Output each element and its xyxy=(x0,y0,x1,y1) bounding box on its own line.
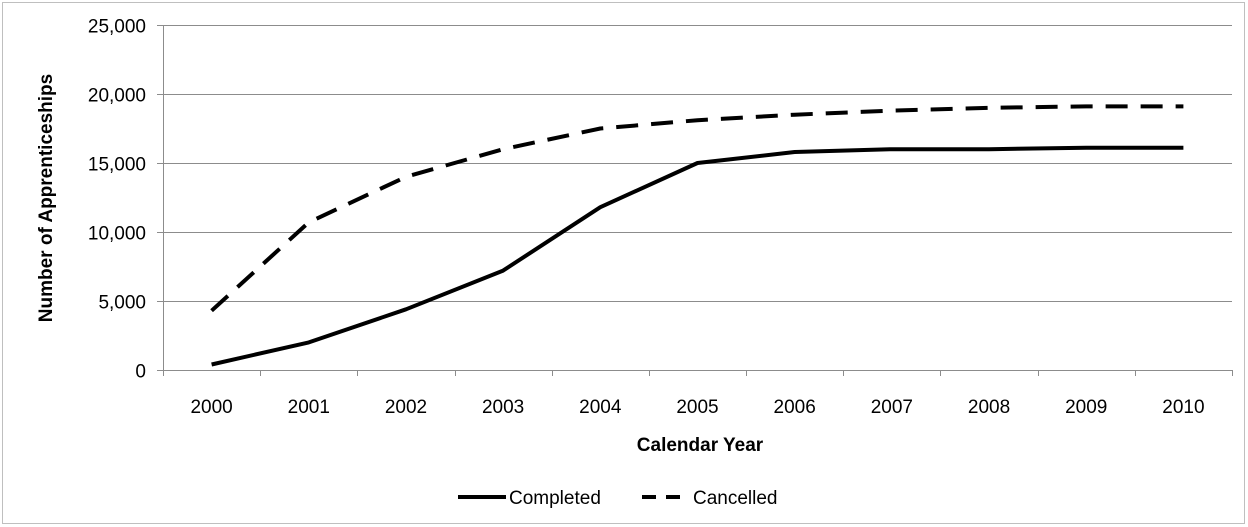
x-tick-label: 2002 xyxy=(385,397,427,418)
y-tick-label: 25,000 xyxy=(88,17,146,38)
x-tick-label: 2000 xyxy=(190,397,232,418)
x-tick-label: 2010 xyxy=(1162,397,1204,418)
x-tick-label: 2008 xyxy=(968,397,1010,418)
legend-label-completed: Completed xyxy=(509,488,601,509)
series-line-completed xyxy=(211,145,1184,367)
y-tick-label: 0 xyxy=(135,362,146,383)
series-lines xyxy=(210,104,1184,367)
x-tick-label: 2003 xyxy=(482,397,524,418)
axes xyxy=(157,25,1233,376)
series-line-cancelled xyxy=(210,104,1184,313)
y-tick-labels: 0 5,000 10,000 15,000 20,000 25,000 xyxy=(88,17,146,383)
y-tick-label: 10,000 xyxy=(88,224,146,245)
x-tick-label: 2006 xyxy=(774,397,816,418)
y-tick-label: 15,000 xyxy=(88,155,146,176)
x-tick-label: 2007 xyxy=(871,397,913,418)
legend-label-cancelled: Cancelled xyxy=(693,488,778,509)
x-tick-label: 2005 xyxy=(676,397,718,418)
y-axis-title: Number of Apprenticeships xyxy=(36,74,57,322)
y-tick-label: 20,000 xyxy=(88,86,146,107)
x-tick-label: 2009 xyxy=(1065,397,1107,418)
legend: Completed Cancelled xyxy=(458,488,778,509)
x-tick-labels: 2000 2001 2002 2003 2004 2005 2006 2007 2008 2009… xyxy=(190,397,1204,418)
x-tick-label: 2004 xyxy=(579,397,622,418)
y-tick-label: 5,000 xyxy=(98,293,146,314)
x-axis-title: Calendar Year xyxy=(637,435,764,456)
x-tick-label: 2001 xyxy=(288,397,330,418)
gridlines xyxy=(163,25,1232,302)
